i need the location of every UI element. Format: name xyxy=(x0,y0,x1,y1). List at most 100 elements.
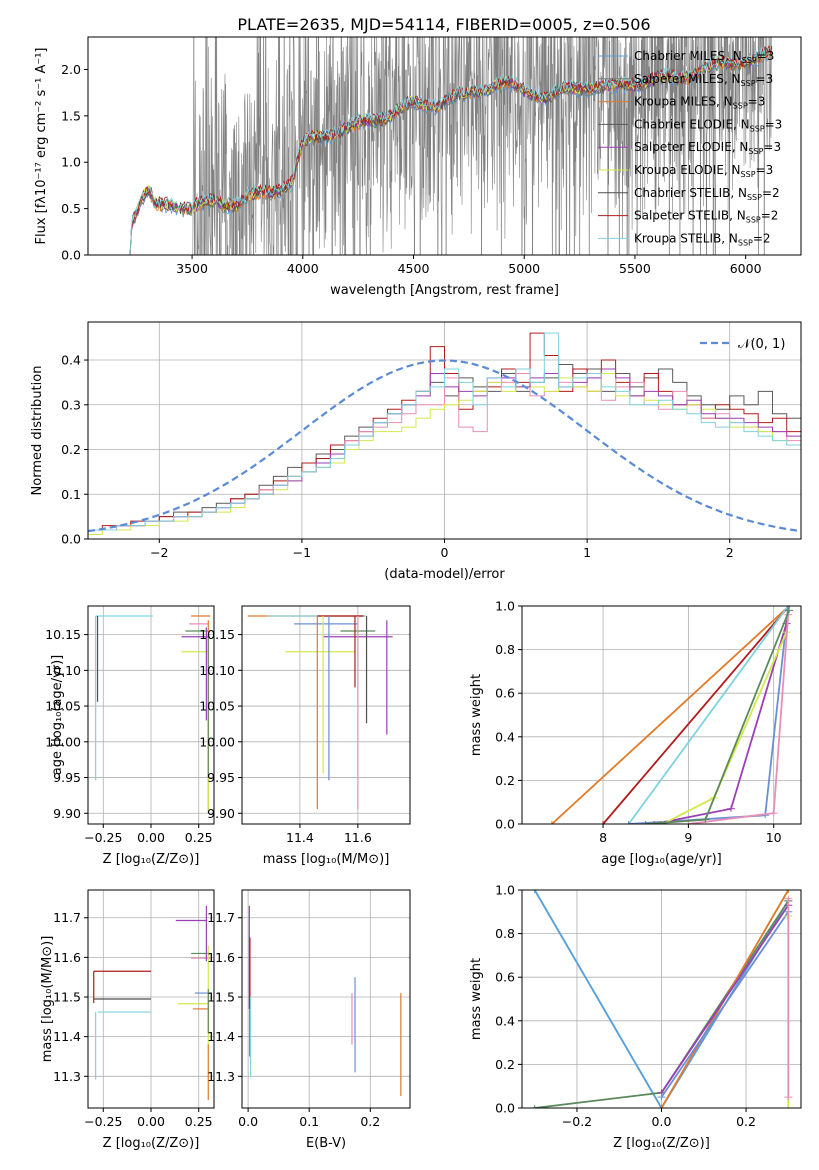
plot-area xyxy=(547,606,794,824)
legend-label-main: Kroupa ELODIE, N xyxy=(634,163,741,177)
y-tick-label: 0.8 xyxy=(495,926,515,941)
x-tick-label: −1 xyxy=(293,545,311,560)
y-tick-label: 0.0 xyxy=(61,248,81,263)
data-point-marker xyxy=(684,821,693,824)
y-tick-label: 0.0 xyxy=(495,817,515,832)
y-tick-label: 10.10 xyxy=(45,663,81,678)
legend-label: Chabrier STELIB, NSSP=2 xyxy=(634,186,780,202)
data-point-marker xyxy=(784,606,793,609)
legend-label: Salpeter MILES, NSSP=3 xyxy=(634,72,773,88)
y-tick-label: 10.00 xyxy=(45,734,81,749)
y-tick-label: 0.2 xyxy=(495,773,515,788)
data-point-marker xyxy=(641,821,650,824)
cumulative-weight-line xyxy=(551,606,790,824)
legend-label-subscript: SSP xyxy=(746,216,761,225)
x-tick-label: 0.1 xyxy=(299,1114,319,1129)
legend-label-suffix: =2 xyxy=(762,186,780,200)
x-tick-label: 0.25 xyxy=(185,1114,213,1129)
x-tick-label: −2 xyxy=(150,545,168,560)
x-axis-label: Z [log₁₀(Z/Z⊙)] xyxy=(613,1136,710,1151)
y-axis-label: mass [log₁₀(M/M⊙)] xyxy=(40,936,55,1063)
residual-histogram-panel: 𝒩(0, 1) −2 −1 0 1 2 0.0 0.1 0.2 0.3 0.4 (data-model… xyxy=(30,321,802,582)
legend-label-suffix: =3 xyxy=(763,140,781,154)
axes-frame xyxy=(521,605,802,825)
legend-label: 𝒩(0, 1) xyxy=(738,337,785,352)
legend-label-main: Kroupa STELIB, N xyxy=(634,231,738,245)
legend-label-main: Chabrier STELIB, N xyxy=(634,186,747,200)
legend-label: Kroupa ELODIE, NSSP=3 xyxy=(634,163,773,179)
legend-label-main: Salpeter STELIB, N xyxy=(634,209,746,223)
histogram-step xyxy=(88,332,801,531)
legend-label-main: Kroupa MILES, N xyxy=(634,95,733,109)
y-tick-label: 0.3 xyxy=(61,397,81,412)
axes-frame xyxy=(241,605,411,825)
data-point-marker xyxy=(784,1094,793,1101)
legend-label: Salpeter STELIB, NSSP=2 xyxy=(634,209,778,225)
y-axis-label: Normed distribution xyxy=(30,366,45,496)
legend-label-main: Salpeter ELODIE, N xyxy=(634,140,748,154)
plot-area xyxy=(93,905,211,1101)
y-tick-label: 0.4 xyxy=(495,1013,515,1028)
x-axis-label: age [log₁₀(age/yr)] xyxy=(601,852,722,867)
y-tick-label: 11.3 xyxy=(53,1069,81,1084)
data-point-marker xyxy=(624,821,633,824)
histogram-step xyxy=(88,364,801,531)
y-tick-label: 0.2 xyxy=(495,1057,515,1072)
x-tick-label: 8 xyxy=(599,830,607,845)
y-tick-label: 10.05 xyxy=(199,699,235,714)
legend-label-subscript: SSP xyxy=(733,102,748,111)
y-tick-label: 11.6 xyxy=(207,950,235,965)
x-tick-label: 4000 xyxy=(287,261,319,276)
x-axis-label: Z [log₁₀(Z/Z⊙)] xyxy=(103,1136,200,1151)
legend-label-main: Chabrier MILES, N xyxy=(634,49,742,63)
mass-vs-extinction-panel: 0.0 0.1 0.2 11.3 11.4 11.5 11.6 11.7 E(B-V) xyxy=(207,889,411,1151)
x-tick-label: −0.25 xyxy=(84,1114,122,1129)
data-point-marker xyxy=(785,607,794,614)
y-tick-label: 0.5 xyxy=(61,201,81,216)
y-tick-label: 0.0 xyxy=(61,532,81,547)
x-tick-label: 3500 xyxy=(176,261,208,276)
age-vs-mass-panel: 11.4 11.6 9.90 9.95 10.00 10.05 10.10 10.15 mass… xyxy=(199,605,411,867)
legend-label-subscript: SSP xyxy=(750,124,765,133)
x-tick-label: 6000 xyxy=(730,261,762,276)
y-tick-label: 11.5 xyxy=(53,990,81,1005)
plot-area xyxy=(530,890,793,1108)
normal-distribution-curve xyxy=(88,359,801,533)
legend-label: Kroupa MILES, NSSP=3 xyxy=(634,95,765,111)
legend-label-subscript: SSP xyxy=(741,170,756,179)
axes-frame xyxy=(87,36,802,256)
plot-area xyxy=(129,37,773,255)
y-tick-label: 2.0 xyxy=(61,62,81,77)
x-tick-label: −0.25 xyxy=(84,830,122,845)
y-axis-label: mass weight xyxy=(469,958,484,1040)
y-tick-label: 10.15 xyxy=(199,627,235,642)
spectrum-panel: Chabrier MILES, N SSP =3 Salpeter MILES, NS… xyxy=(34,36,802,298)
y-tick-label: 11.4 xyxy=(53,1029,81,1044)
legend-label-suffix: =3 xyxy=(757,49,775,63)
y-tick-label: 1.0 xyxy=(495,883,515,898)
x-axis-label: Z [log₁₀(Z/Z⊙)] xyxy=(103,852,200,867)
cumulative-weight-line xyxy=(602,606,790,824)
x-axis-label: wavelength [Angstrom, rest frame] xyxy=(330,283,559,298)
figure-title: PLATE=2635, MJD=54114, FIBERID=0005, z=0… xyxy=(237,15,650,34)
y-tick-label: 0.6 xyxy=(495,970,515,985)
x-tick-label: −0.2 xyxy=(562,1114,592,1129)
x-tick-label: 0.2 xyxy=(360,1114,380,1129)
data-point-marker xyxy=(784,895,793,902)
y-tick-label: 9.90 xyxy=(53,806,81,821)
model-spectrum-line xyxy=(129,44,773,255)
legend-label-subscript: SSP xyxy=(747,193,762,202)
x-tick-label: 0.0 xyxy=(652,1114,672,1129)
x-tick-label: 0.2 xyxy=(736,1114,756,1129)
y-tick-label: 11.6 xyxy=(53,950,81,965)
y-tick-label: 0.1 xyxy=(61,487,81,502)
x-tick-label: 0.0 xyxy=(238,1114,258,1129)
y-tick-label: 11.5 xyxy=(207,990,235,1005)
cumulative-weight-line xyxy=(627,606,789,824)
y-tick-label: 9.95 xyxy=(207,770,235,785)
y-tick-label: 1.0 xyxy=(61,155,81,170)
x-tick-label: 0 xyxy=(441,545,449,560)
y-tick-label: 10.10 xyxy=(199,663,235,678)
y-tick-label: 10.15 xyxy=(45,627,81,642)
